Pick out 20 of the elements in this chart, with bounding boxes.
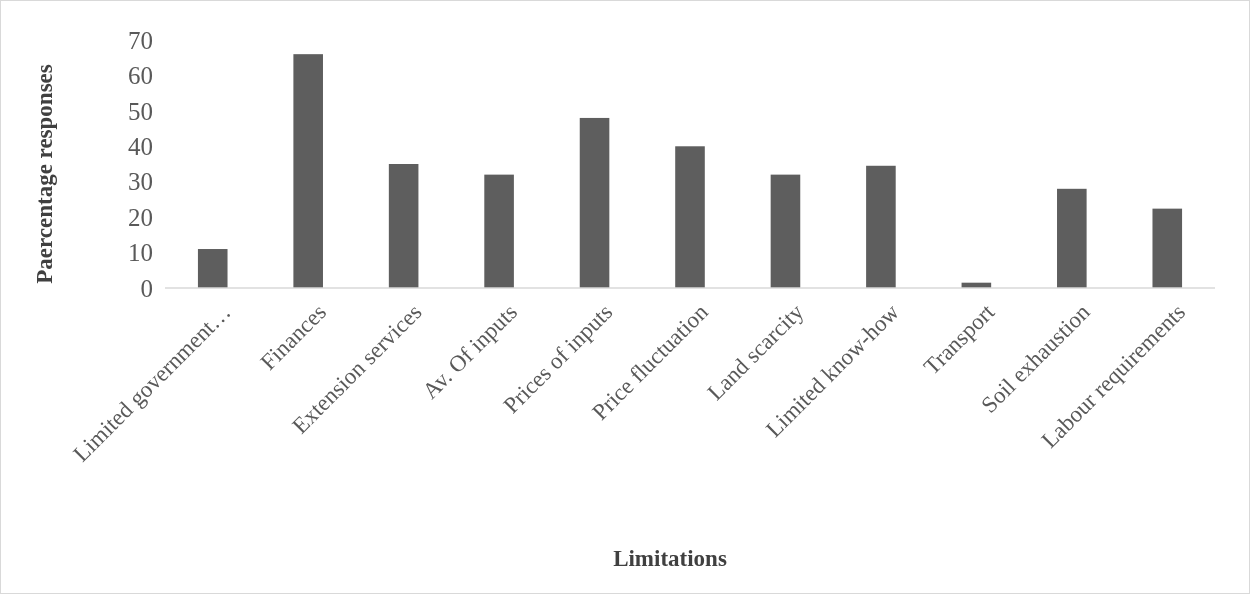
- y-tick-label: 50: [128, 97, 153, 125]
- bar: [484, 174, 514, 288]
- bar: [675, 146, 705, 288]
- bar: [197, 249, 228, 288]
- y-tick-label: 60: [128, 62, 153, 90]
- y-tick-label: 40: [128, 133, 153, 161]
- y-tick-label: 10: [128, 239, 153, 267]
- y-tick-label: 0: [140, 274, 153, 302]
- y-tick-label: 70: [128, 26, 153, 54]
- y-tick-label: 30: [128, 168, 153, 196]
- bar: [866, 165, 896, 288]
- bar: [1152, 208, 1183, 288]
- bar: [388, 164, 419, 288]
- bar: [293, 54, 323, 288]
- y-tick-label: 20: [128, 203, 153, 231]
- bar: [770, 174, 801, 288]
- x-axis-title: Limitations: [613, 546, 727, 571]
- bar: [1057, 188, 1087, 288]
- y-axis-title: Paercentage responses: [32, 64, 57, 284]
- bar: [579, 117, 610, 288]
